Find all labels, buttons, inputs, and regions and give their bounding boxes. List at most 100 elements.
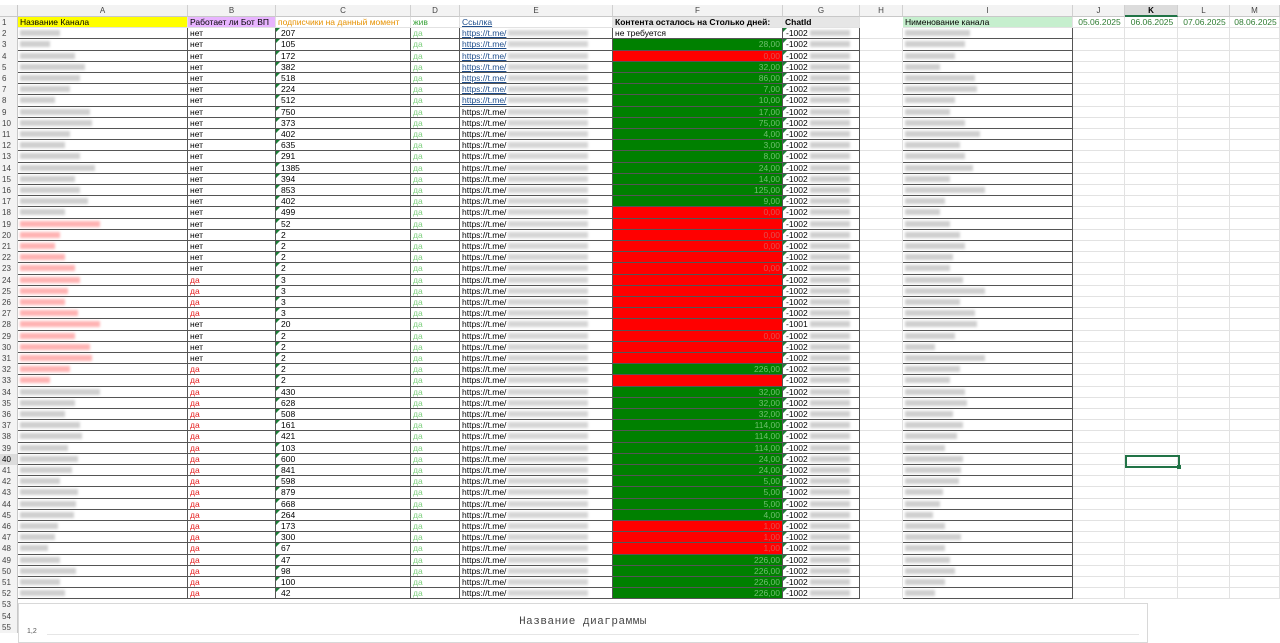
- channel-name-copy-cell[interactable]: [903, 476, 1073, 488]
- empty-cell[interactable]: [860, 162, 903, 174]
- link-cell[interactable]: https://t.me/: [460, 50, 613, 62]
- empty-cell[interactable]: [1230, 532, 1280, 544]
- alive-cell[interactable]: да: [411, 588, 460, 600]
- link-cell[interactable]: https://t.me/: [460, 129, 613, 141]
- empty-cell[interactable]: [860, 409, 903, 421]
- empty-cell[interactable]: [1178, 409, 1230, 421]
- chat-id-cell[interactable]: -1002: [783, 565, 860, 577]
- empty-cell[interactable]: [1178, 274, 1230, 286]
- alive-cell[interactable]: да: [411, 218, 460, 230]
- subscribers-cell[interactable]: 173: [276, 521, 411, 533]
- empty-cell[interactable]: [1073, 229, 1125, 241]
- content-days-cell[interactable]: 4,00: [613, 509, 783, 521]
- channel-name-cell[interactable]: [18, 375, 188, 387]
- channel-name-cell[interactable]: [18, 565, 188, 577]
- bot-status-cell[interactable]: да: [188, 420, 276, 432]
- empty-cell[interactable]: [1178, 487, 1230, 499]
- link-cell[interactable]: https://t.me/: [460, 196, 613, 208]
- empty-cell[interactable]: [1230, 330, 1280, 342]
- link-cell[interactable]: https://t.me/: [460, 28, 613, 40]
- column-header-e[interactable]: E: [460, 5, 613, 17]
- header-cell-b[interactable]: Работает ли Бот ВП: [188, 17, 276, 29]
- empty-cell[interactable]: [1125, 297, 1178, 309]
- empty-cell[interactable]: [860, 218, 903, 230]
- empty-cell[interactable]: [1125, 353, 1178, 365]
- empty-cell[interactable]: [1125, 453, 1178, 465]
- bot-status-cell[interactable]: да: [188, 565, 276, 577]
- empty-cell[interactable]: [1178, 140, 1230, 152]
- content-days-cell[interactable]: 0,00: [613, 330, 783, 342]
- chat-id-cell[interactable]: -1002: [783, 39, 860, 51]
- subscribers-cell[interactable]: 2: [276, 241, 411, 253]
- empty-cell[interactable]: [860, 364, 903, 376]
- empty-cell[interactable]: [1073, 274, 1125, 286]
- empty-cell[interactable]: [1125, 543, 1178, 555]
- header-cell-d[interactable]: жив: [411, 17, 460, 29]
- channel-name-cell[interactable]: [18, 487, 188, 499]
- channel-name-cell[interactable]: [18, 308, 188, 320]
- empty-cell[interactable]: [860, 375, 903, 387]
- chat-id-cell[interactable]: -1002: [783, 95, 860, 107]
- empty-cell[interactable]: [1230, 319, 1280, 331]
- empty-cell[interactable]: [1073, 364, 1125, 376]
- empty-cell[interactable]: [1230, 397, 1280, 409]
- content-days-cell[interactable]: 226,00: [613, 588, 783, 600]
- empty-cell[interactable]: [860, 241, 903, 253]
- subscribers-cell[interactable]: 2: [276, 263, 411, 275]
- bot-status-cell[interactable]: нет: [188, 353, 276, 365]
- empty-cell[interactable]: [1230, 375, 1280, 387]
- header-cell-c[interactable]: подписчики на данный момент: [276, 17, 411, 29]
- bot-status-cell[interactable]: нет: [188, 196, 276, 208]
- empty-cell[interactable]: [860, 173, 903, 185]
- link-cell[interactable]: https://t.me/: [460, 106, 613, 118]
- alive-cell[interactable]: да: [411, 140, 460, 152]
- fill-handle[interactable]: [1177, 465, 1181, 469]
- channel-name-copy-cell[interactable]: [903, 218, 1073, 230]
- link-cell[interactable]: https://t.me/: [460, 274, 613, 286]
- channel-name-copy-cell[interactable]: [903, 588, 1073, 600]
- channel-name-copy-cell[interactable]: [903, 543, 1073, 555]
- chat-id-cell[interactable]: -1002: [783, 442, 860, 454]
- alive-cell[interactable]: да: [411, 50, 460, 62]
- channel-name-copy-cell[interactable]: [903, 173, 1073, 185]
- content-days-cell[interactable]: не требуется: [613, 28, 783, 40]
- alive-cell[interactable]: да: [411, 375, 460, 387]
- content-days-cell[interactable]: 8,00: [613, 151, 783, 163]
- empty-cell[interactable]: [1073, 263, 1125, 275]
- content-days-cell[interactable]: 226,00: [613, 554, 783, 566]
- subscribers-cell[interactable]: 394: [276, 173, 411, 185]
- row-number[interactable]: 29: [0, 330, 18, 342]
- bot-status-cell[interactable]: нет: [188, 151, 276, 163]
- subscribers-cell[interactable]: 2: [276, 353, 411, 365]
- channel-name-copy-cell[interactable]: [903, 364, 1073, 376]
- empty-cell[interactable]: [860, 39, 903, 51]
- empty-cell[interactable]: [860, 297, 903, 309]
- link-cell[interactable]: https://t.me/: [460, 185, 613, 197]
- subscribers-cell[interactable]: 499: [276, 207, 411, 219]
- column-header-c[interactable]: C: [276, 5, 411, 17]
- content-days-cell[interactable]: 32,00: [613, 397, 783, 409]
- channel-name-cell[interactable]: [18, 106, 188, 118]
- empty-cell[interactable]: [1073, 285, 1125, 297]
- empty-cell[interactable]: [1178, 397, 1230, 409]
- content-days-cell[interactable]: 226,00: [613, 565, 783, 577]
- bot-status-cell[interactable]: да: [188, 297, 276, 309]
- row-number[interactable]: 1: [0, 17, 18, 29]
- empty-cell[interactable]: [1073, 330, 1125, 342]
- row-number[interactable]: 36: [0, 409, 18, 421]
- empty-cell[interactable]: [1230, 73, 1280, 85]
- empty-cell[interactable]: [1178, 84, 1230, 96]
- row-number[interactable]: 16: [0, 185, 18, 197]
- channel-name-cell[interactable]: [18, 353, 188, 365]
- empty-cell[interactable]: [860, 308, 903, 320]
- empty-cell[interactable]: [1230, 39, 1280, 51]
- empty-cell[interactable]: [860, 61, 903, 73]
- bot-status-cell[interactable]: да: [188, 498, 276, 510]
- alive-cell[interactable]: да: [411, 39, 460, 51]
- subscribers-cell[interactable]: 512: [276, 95, 411, 107]
- content-days-cell[interactable]: [613, 341, 783, 353]
- content-days-cell[interactable]: [613, 285, 783, 297]
- row-number[interactable]: 49: [0, 554, 18, 566]
- row-number[interactable]: 11: [0, 129, 18, 141]
- subscribers-cell[interactable]: 105: [276, 39, 411, 51]
